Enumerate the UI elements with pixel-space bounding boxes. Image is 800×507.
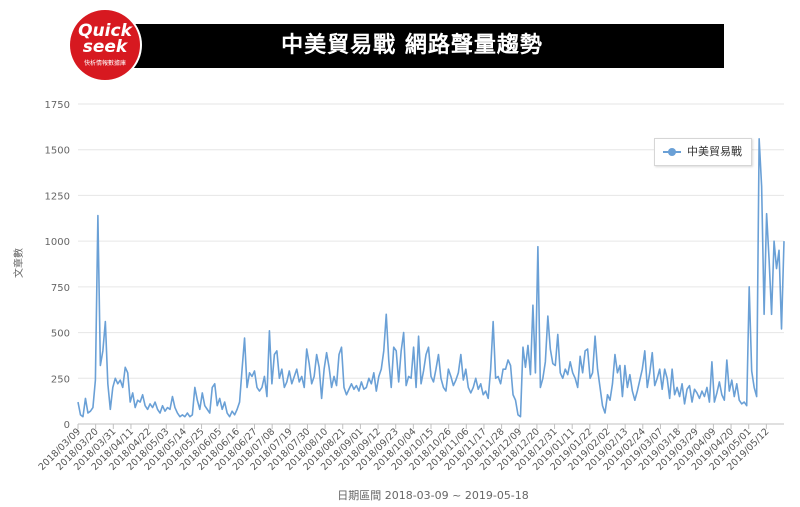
- page-title: 中美貿易戰 網路聲量趨勢: [281, 33, 543, 58]
- y-tick-label: 0: [64, 420, 70, 431]
- y-tick-label: 1000: [45, 237, 70, 248]
- y-tick-label: 1500: [45, 146, 70, 157]
- logo-line-2: seek: [82, 37, 128, 57]
- y-axis-label: 文章數: [12, 248, 25, 278]
- title-banner: 中美貿易戰 網路聲量趨勢: [100, 24, 724, 68]
- y-tick-label: 250: [51, 374, 70, 385]
- logo-line-1: Quick: [78, 21, 132, 41]
- quickseek-logo: Quick seek 快析情報數據庫: [70, 10, 140, 80]
- legend-label: 中美貿易戰: [687, 145, 742, 158]
- x-axis-ticks: 2018/03/092018/03/202018/03/312018/04/11…: [37, 424, 771, 473]
- y-tick-label: 1750: [45, 100, 70, 111]
- y-axis-ticks: 0 250 500 750 1000 1250 1500 1750: [45, 100, 70, 431]
- legend-marker-icon: [668, 148, 676, 156]
- y-tick-label: 500: [51, 329, 70, 340]
- x-axis-label: 日期區間 2018-03-09 ~ 2019-05-18: [337, 489, 529, 502]
- series-line-trade-war: [77, 137, 785, 418]
- y-tick-label: 750: [51, 283, 70, 294]
- logo-line-3: 快析情報數據庫: [83, 60, 126, 67]
- gridlines: [78, 103, 784, 425]
- chart-legend[interactable]: 中美貿易戰: [654, 138, 752, 166]
- y-tick-label: 1250: [45, 191, 70, 202]
